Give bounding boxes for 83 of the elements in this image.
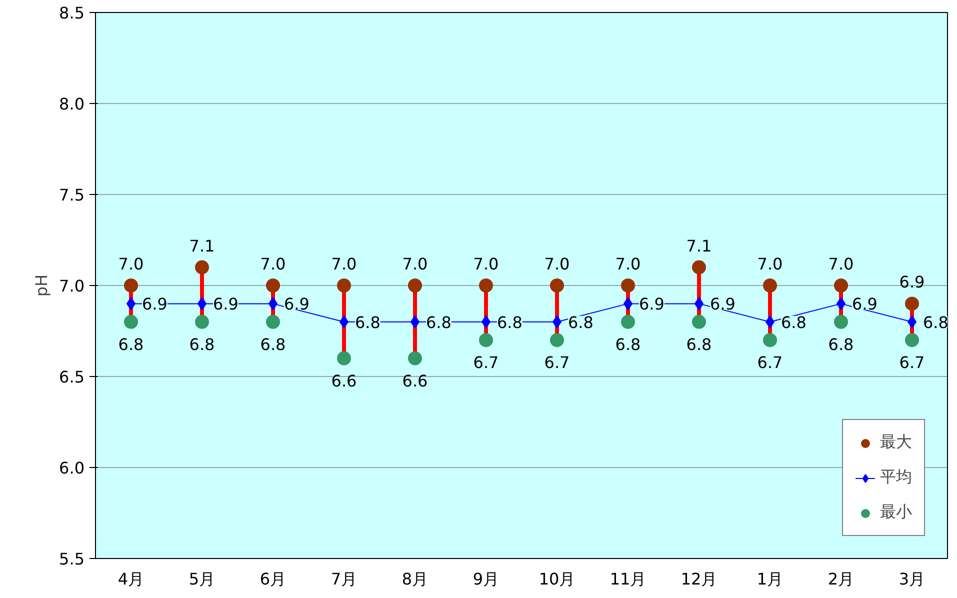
point xyxy=(408,351,422,366)
data-label: 6.9 xyxy=(213,294,238,314)
data-label: 6.8 xyxy=(355,312,380,332)
data-label: 7.0 xyxy=(473,254,499,274)
data-label: 7.1 xyxy=(189,236,215,256)
point xyxy=(195,314,209,329)
point xyxy=(124,278,138,292)
data-label: 7.0 xyxy=(260,254,286,274)
legend-label: 平均 xyxy=(880,467,912,488)
point xyxy=(905,296,919,311)
point xyxy=(479,333,493,348)
data-label: 7.0 xyxy=(757,254,783,274)
point xyxy=(479,278,493,292)
y-tick-label: 5.5 xyxy=(59,550,85,568)
point xyxy=(550,333,564,348)
point xyxy=(266,278,280,292)
y-axis-title: pH xyxy=(32,274,52,297)
data-label: 6.8 xyxy=(118,334,144,354)
point xyxy=(834,314,848,329)
data-label: 6.9 xyxy=(852,294,878,314)
x-tick-label: 1月 xyxy=(756,570,784,588)
y-tick-label: 7.0 xyxy=(59,276,85,296)
point xyxy=(692,314,706,329)
data-label: 6.7 xyxy=(757,353,783,372)
point xyxy=(763,333,777,348)
data-label: 7.0 xyxy=(331,254,357,274)
data-label: 6.8 xyxy=(923,312,948,332)
x-tick-label: 7月 xyxy=(330,570,358,588)
x-tick-label: 11月 xyxy=(610,570,646,588)
point xyxy=(266,314,280,329)
data-label: 6.8 xyxy=(828,334,854,354)
point xyxy=(550,278,564,292)
data-label: 6.8 xyxy=(615,334,641,354)
data-label: 7.0 xyxy=(118,254,144,274)
y-tick-label: 8.0 xyxy=(59,94,85,114)
data-label: 6.9 xyxy=(142,294,168,314)
data-label: 6.9 xyxy=(639,294,664,314)
y-tick-label: 7.5 xyxy=(59,186,85,204)
point xyxy=(763,278,777,292)
x-tick-label: 9月 xyxy=(472,570,500,588)
point xyxy=(621,278,635,292)
legend-label: 最大 xyxy=(880,432,912,453)
data-label: 7.0 xyxy=(615,254,641,274)
data-label: 6.8 xyxy=(497,312,522,332)
point xyxy=(905,333,919,348)
point xyxy=(195,260,209,274)
data-label: 7.0 xyxy=(544,254,570,274)
point xyxy=(337,351,351,366)
point xyxy=(408,278,422,292)
x-tick-label: 10月 xyxy=(538,570,576,588)
data-label: 7.1 xyxy=(686,236,712,256)
data-label: 6.9 xyxy=(710,294,736,314)
x-tick-label: 2月 xyxy=(828,570,854,588)
point xyxy=(834,278,848,292)
data-label: 6.8 xyxy=(426,312,452,332)
data-label: 6.7 xyxy=(544,353,570,372)
x-tick-label: 5月 xyxy=(188,570,216,588)
x-tick-label: 4月 xyxy=(118,570,144,588)
data-label: 6.7 xyxy=(473,353,499,372)
data-label: 6.9 xyxy=(284,294,310,314)
data-label: 7.0 xyxy=(828,254,854,274)
point xyxy=(337,278,351,292)
data-label: 6.8 xyxy=(686,334,712,354)
y-tick-label: 8.5 xyxy=(59,4,85,22)
legend-label: 最小 xyxy=(880,502,912,523)
data-label: 6.9 xyxy=(899,272,925,292)
data-label: 6.8 xyxy=(189,334,215,354)
data-label: 6.8 xyxy=(568,312,594,332)
x-tick-label: 8月 xyxy=(402,570,428,588)
point xyxy=(692,260,706,274)
y-tick-label: 6.0 xyxy=(59,458,85,478)
x-tick-label: 3月 xyxy=(898,570,926,588)
y-tick-label: 6.5 xyxy=(59,368,85,386)
data-label: 7.0 xyxy=(402,254,428,274)
data-label: 6.8 xyxy=(781,312,806,332)
point xyxy=(124,314,138,329)
data-label: 6.7 xyxy=(899,353,925,372)
x-tick-label: 6月 xyxy=(260,570,286,588)
x-tick-label: 12月 xyxy=(680,570,718,588)
point xyxy=(621,314,635,329)
data-label: 6.6 xyxy=(402,371,428,390)
data-label: 6.8 xyxy=(260,334,286,354)
data-label: 6.6 xyxy=(331,371,357,390)
